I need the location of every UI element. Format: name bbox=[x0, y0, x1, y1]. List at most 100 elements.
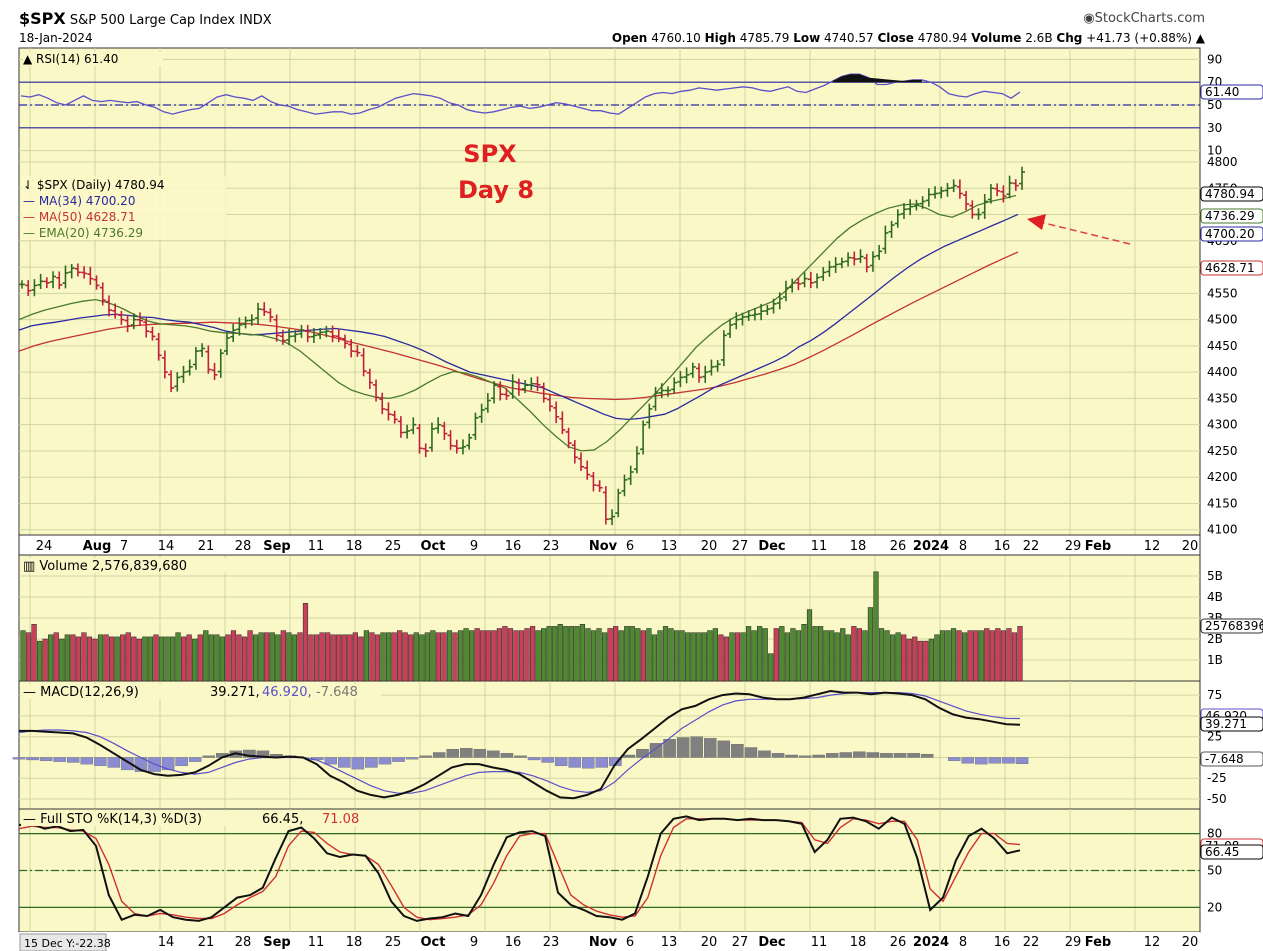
low-value: 4740.57 bbox=[824, 31, 874, 45]
volume-bar bbox=[646, 628, 652, 682]
brand-logo: ◉StockCharts.com bbox=[1083, 11, 1205, 26]
macd-hist-bar bbox=[771, 753, 785, 758]
x-tick-top-5: 28 bbox=[235, 539, 252, 554]
macd-right-label-1: 39.271 bbox=[1205, 717, 1247, 731]
macd-ytick-5: -50 bbox=[1207, 792, 1227, 806]
x-tick-top-14: Nov bbox=[589, 539, 618, 554]
volume-bar bbox=[419, 634, 425, 682]
volume-bar bbox=[48, 634, 54, 682]
macd-hist-bar bbox=[649, 743, 663, 758]
volume-bar bbox=[1011, 632, 1018, 682]
macd-ytick-4: -25 bbox=[1207, 771, 1227, 785]
rsi-last-label: 61.40 bbox=[1205, 85, 1239, 99]
macd-hist-bar bbox=[365, 757, 378, 768]
x-tick-top-17: 20 bbox=[701, 539, 718, 554]
volume-bar bbox=[546, 626, 552, 682]
volume-bar bbox=[230, 630, 237, 682]
volume-bar bbox=[25, 632, 32, 682]
volume-bar bbox=[496, 628, 502, 682]
x-tick-bottom-3: Sep bbox=[263, 935, 291, 950]
volume-bar bbox=[286, 632, 292, 682]
volume-bar bbox=[590, 630, 597, 682]
macd-ytick-0: 75 bbox=[1207, 688, 1222, 702]
volume-bar bbox=[529, 626, 536, 682]
volume-bar bbox=[380, 632, 386, 682]
x-tick-bottom-17: 11 bbox=[811, 935, 828, 950]
annotation-day8: Day 8 bbox=[458, 176, 534, 204]
macd-hist-bar bbox=[243, 749, 256, 758]
x-tick-bottom-11: Nov bbox=[589, 935, 618, 950]
price-ytick-9: 4350 bbox=[1207, 391, 1238, 405]
macd-line bbox=[19, 689, 1021, 800]
x-tick-top-18: 27 bbox=[732, 539, 749, 554]
price-right-label-0-box bbox=[1200, 186, 1263, 202]
volume-bar bbox=[20, 630, 26, 682]
volume-bar bbox=[962, 632, 968, 682]
volume-bar bbox=[469, 630, 475, 682]
volume-bar bbox=[391, 632, 397, 682]
volume-bar bbox=[579, 624, 586, 682]
volume-bar bbox=[81, 632, 87, 682]
macd-hist-bar bbox=[487, 750, 500, 758]
open-label: Open bbox=[611, 31, 648, 45]
volume-bar bbox=[153, 634, 159, 682]
annotation-spx: SPX bbox=[463, 140, 517, 168]
price-right-label-1: 4736.29 bbox=[1205, 209, 1255, 223]
macd-hist-bar bbox=[853, 751, 866, 758]
volume-bar bbox=[950, 628, 957, 682]
brand-name: StockCharts.com bbox=[1094, 11, 1205, 26]
volume-bar bbox=[973, 630, 979, 682]
volume-bar bbox=[696, 632, 702, 682]
volume-bar bbox=[352, 632, 358, 682]
macd-hist-bar bbox=[500, 753, 514, 758]
rsi-ytick-3: 30 bbox=[1207, 121, 1222, 135]
volume-bar bbox=[64, 634, 70, 682]
volume-bar bbox=[302, 603, 309, 682]
ohlc-summary: Open 4760.10 High 4785.79 Low 4740.57 Cl… bbox=[612, 31, 1205, 45]
price-legend-3: — EMA(20) 4736.29 bbox=[23, 226, 143, 240]
low-label: Low bbox=[793, 31, 821, 45]
volume-bar bbox=[330, 634, 336, 682]
volume-bar bbox=[247, 630, 253, 682]
macd-hist-bar bbox=[1015, 757, 1029, 764]
x-tick-bottom-0: 14 bbox=[158, 935, 175, 950]
x-tick-bottom-12: 6 bbox=[626, 935, 634, 950]
volume-bar bbox=[280, 630, 286, 682]
price-legend-0: ⇃ $SPX (Daily) 4780.94 bbox=[23, 178, 165, 192]
macd-hist-bar bbox=[758, 750, 771, 758]
sto-right-label-1: 66.45 bbox=[1205, 845, 1239, 859]
macd-hist-bar bbox=[338, 757, 351, 768]
macd-hist-bar bbox=[636, 749, 649, 758]
sto-d-line bbox=[18, 818, 1021, 921]
volume-bar bbox=[635, 628, 641, 682]
volume-bar bbox=[823, 630, 829, 682]
volume-bar bbox=[385, 632, 392, 682]
macd-right-label-2: -7.648 bbox=[1205, 752, 1244, 766]
price-legend-bg bbox=[21, 176, 226, 240]
volume-bar bbox=[651, 634, 658, 682]
volume-bar bbox=[463, 628, 469, 682]
x-tick-top-0: 24 bbox=[36, 539, 53, 554]
index-name: S&P 500 Large Cap Index bbox=[69, 13, 236, 28]
volume-bar bbox=[446, 630, 453, 682]
volume-bar bbox=[136, 638, 142, 682]
price-ytick-7: 4450 bbox=[1207, 339, 1238, 353]
volume-bar bbox=[253, 634, 259, 682]
volume-bar bbox=[707, 630, 713, 682]
volume-bar bbox=[867, 607, 874, 682]
exchange: INDX bbox=[239, 13, 272, 28]
volume-bar bbox=[890, 634, 896, 682]
volume-bar bbox=[596, 628, 602, 682]
volume-bar bbox=[585, 628, 591, 682]
volume-bar bbox=[480, 630, 486, 682]
chg-label: Chg bbox=[1056, 31, 1083, 45]
sto-ytick-0: 80 bbox=[1207, 827, 1222, 841]
x-tick-top-3: 14 bbox=[158, 539, 175, 554]
volume-bar bbox=[86, 636, 93, 682]
x-tick-bottom-20: 2024 bbox=[913, 935, 949, 950]
volume-bar bbox=[59, 638, 65, 682]
volume-bar bbox=[917, 640, 923, 682]
x-tick-top-10: Oct bbox=[421, 539, 446, 554]
price-ytick-8: 4400 bbox=[1207, 365, 1238, 379]
